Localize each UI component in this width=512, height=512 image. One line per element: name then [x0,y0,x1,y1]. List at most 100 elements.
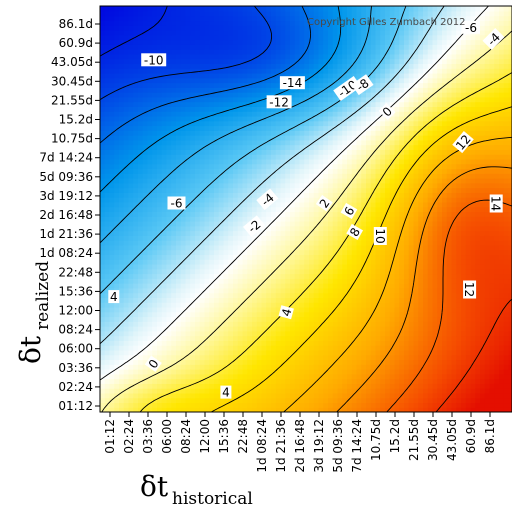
heatmap-cell [280,154,286,160]
heatmap-cell [261,130,267,136]
heatmap-cell [233,49,239,55]
heatmap-cell [185,149,191,155]
heatmap-cell [337,311,343,318]
heatmap-cell [204,182,210,189]
heatmap-cell [204,230,210,236]
heatmap-cell [266,268,272,275]
heatmap-cell [318,354,324,361]
heatmap-cell [123,206,130,213]
heatmap-cell [214,82,220,88]
heatmap-cell [147,402,153,408]
heatmap-cell [123,111,130,117]
heatmap-cell [356,263,362,270]
heatmap-cell [214,321,220,327]
heatmap-cell [299,273,305,279]
heatmap-cell [157,211,163,217]
heatmap-cell [190,388,196,394]
heatmap-cell [261,154,267,160]
heatmap-cell [166,383,172,389]
heatmap-cell [171,187,177,193]
heatmap-cell [119,130,125,136]
heatmap-cell [356,345,362,351]
heatmap-cell [100,96,106,103]
heatmap-cell [157,44,163,50]
heatmap-cell [242,58,248,65]
heatmap-cell [228,25,234,31]
heatmap-cell [119,87,125,93]
heatmap-cell [342,249,348,256]
heatmap-cell [242,144,248,150]
heatmap-cell [361,211,367,217]
heatmap-cell [152,268,158,275]
heatmap-cell [256,354,263,361]
heatmap-cell [209,125,215,131]
heatmap-cell [332,330,339,337]
heatmap-cell [285,130,291,136]
heatmap-cell [199,173,206,179]
heatmap-cell [223,92,229,98]
heatmap-cell [128,197,134,203]
heatmap-cell [294,178,301,184]
heatmap-cell [233,240,239,246]
heatmap-cell [123,316,130,322]
heatmap-cell [109,44,115,50]
heatmap-cell [186,0,191,2]
heatmap-cell [280,144,286,150]
heatmap-cell [299,173,305,179]
heatmap-cell [195,182,201,189]
heatmap-cell [271,58,277,65]
heatmap-cell [218,230,225,236]
heatmap-cell [271,168,277,174]
heatmap-cell [328,182,334,189]
heatmap-cell [128,345,134,351]
heatmap-cell [104,106,111,112]
heatmap-cell [261,249,267,256]
heatmap-cell [161,44,168,50]
heatmap-cell [242,397,248,404]
heatmap-cell [304,244,310,251]
heatmap-cell [337,364,343,370]
heatmap-cell [252,87,258,93]
heatmap-cell [290,72,296,79]
heatmap-cell [157,321,163,327]
heatmap-cell [147,306,153,313]
heatmap-cell [242,111,248,117]
heatmap-cell [351,101,358,107]
heatmap-cell [261,240,267,246]
heatmap-cell [342,139,348,146]
heatmap-cell [266,216,272,222]
heatmap-cell [285,383,291,389]
heatmap-cell [351,187,358,193]
heatmap-cell [218,15,225,22]
heatmap-cell [209,106,215,112]
heatmap-cell [285,316,291,322]
heatmap-cell [119,221,125,227]
heatmap-cell [266,335,272,341]
heatmap-cell [128,326,134,332]
heatmap-cell [318,15,324,22]
heatmap-cell [104,173,111,179]
heatmap-cell [280,216,286,222]
heatmap-cell [266,135,272,141]
heatmap-cell [109,39,115,45]
heatmap-cell [171,144,177,150]
heatmap-cell [351,139,358,146]
heatmap-cell [185,359,191,365]
heatmap-cell [351,115,358,122]
heatmap-cell [299,216,305,222]
heatmap-cell [142,68,149,74]
heatmap-cell [347,335,353,341]
heatmap-cell [147,273,153,279]
heatmap-cell [157,144,163,150]
heatmap-cell [218,39,225,45]
heatmap-cell [313,163,320,170]
heatmap-cell [123,63,130,69]
heatmap-cell [190,130,196,136]
heatmap-cell [337,130,343,136]
heatmap-cell [294,354,301,361]
heatmap-cell [195,49,201,55]
heatmap-cell [261,263,267,270]
heatmap-cell [261,221,267,227]
heatmap-cell [247,87,253,93]
heatmap-cell [199,407,206,412]
